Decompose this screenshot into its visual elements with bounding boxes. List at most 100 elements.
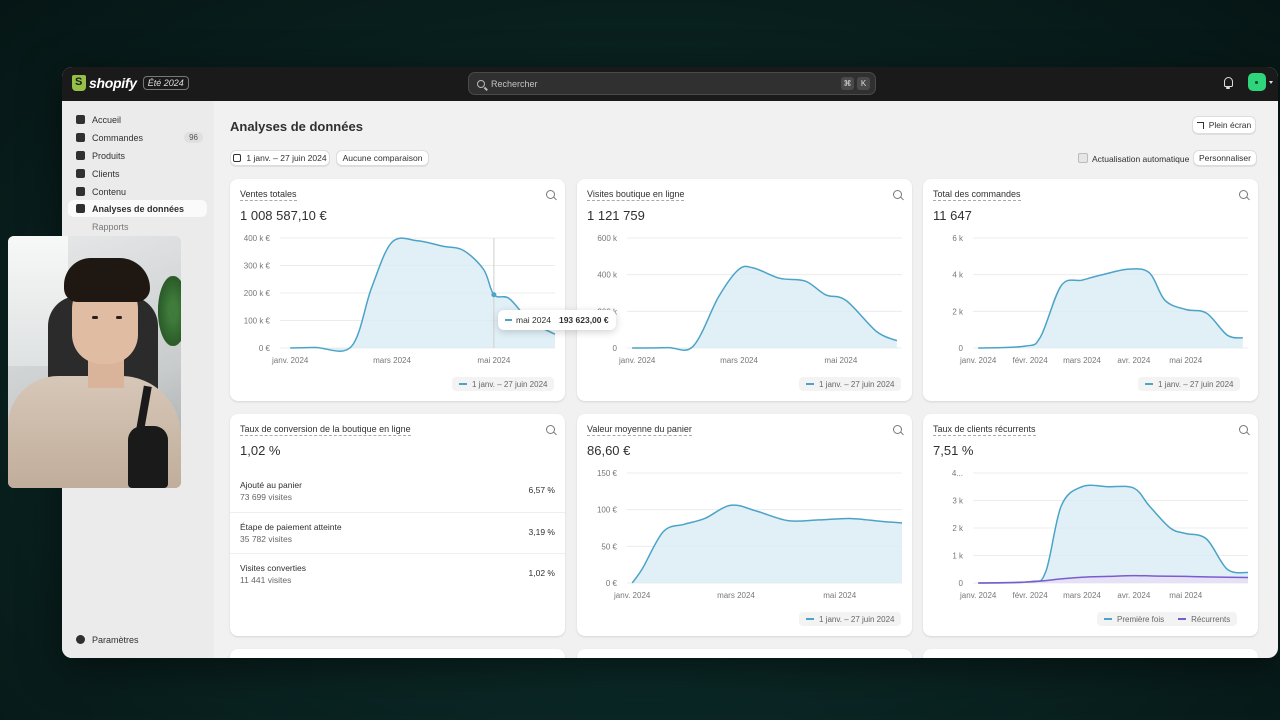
legend-item: Première fois	[1104, 615, 1164, 624]
x-tick-label: mai 2024	[1169, 591, 1202, 600]
x-tick-label: mars 2024	[373, 356, 411, 365]
y-tick-label: 2 k	[952, 307, 964, 316]
zoom-icon[interactable]	[546, 190, 555, 199]
auto-refresh-label: Actualisation automatique	[1092, 154, 1190, 164]
tooltip-label: mai 2024	[516, 315, 551, 325]
cam-microphone	[128, 426, 168, 488]
sidebar-item-contenu[interactable]: Contenu	[68, 183, 207, 200]
command-key: ⌘	[841, 77, 854, 90]
sidebar-item-clients[interactable]: Clients	[68, 165, 207, 182]
legend-label: Récurrents	[1191, 614, 1231, 624]
card-title[interactable]: Total des commandes	[933, 189, 1021, 201]
comparison-button[interactable]: Aucune comparaison	[336, 150, 429, 166]
funnel-pct: 6,57 %	[528, 485, 555, 495]
funnel-label: Étape de paiement atteinte	[240, 522, 342, 532]
card-title[interactable]: Visites boutique en ligne	[587, 189, 685, 201]
x-tick-label: mai 2024	[477, 356, 510, 365]
chart-tooltip: mai 2024 193 623,00 €	[498, 310, 616, 330]
auto-refresh-checkbox[interactable]	[1078, 153, 1088, 163]
zoom-icon[interactable]	[1239, 190, 1248, 199]
x-tick-label: mai 2024	[824, 356, 857, 365]
orders-card[interactable]: Total des commandes 11 647 0 2 k 4 k 6 k jan…	[923, 179, 1258, 401]
x-tick-label: avr. 2024	[1117, 356, 1150, 365]
funnel-label: Visites converties	[240, 563, 306, 573]
card-value: 86,60 €	[587, 443, 631, 458]
sidebar-item-label: Accueil	[92, 114, 122, 125]
visits-card[interactable]: Visites boutique en ligne 1 121 759 0200…	[577, 179, 912, 401]
sidebar-item-analyses[interactable]: Analyses de données	[68, 200, 207, 217]
x-tick-label: mars 2024	[720, 356, 758, 365]
card-title[interactable]: Taux de conversion de la boutique en lig…	[240, 424, 411, 436]
sidebar-item-label: Clients	[92, 168, 120, 179]
chart-legend: 1 janv. – 27 juin 2024	[1138, 377, 1241, 391]
chart-legend: 1 janv. – 27 juin 2024	[452, 377, 555, 391]
funnel-sub: 73 699 visites	[240, 492, 292, 502]
card-value: 7,51 %	[933, 443, 974, 458]
legend-item: Récurrents	[1178, 615, 1230, 624]
funnel-pct: 1,02 %	[528, 568, 555, 578]
conversion-card[interactable]: Taux de conversion de la boutique en lig…	[230, 414, 565, 636]
card-title[interactable]: Taux de clients récurrents	[933, 424, 1036, 436]
x-tick-label: avr. 2024	[1117, 591, 1150, 600]
orders-chart[interactable]: 0 2 k 4 k 6 k janv. 2024 févr. 2024 mars 2024 a…	[923, 179, 1258, 401]
x-tick-label: mai 2024	[1169, 356, 1202, 365]
funnel-list: Ajouté au panier 73 699 visites 6,57 % É…	[230, 471, 565, 601]
legend-label: 1 janv. – 27 juin 2024	[819, 379, 895, 389]
chart-legend: 1 janv. – 27 juin 2024	[799, 612, 902, 626]
sidebar-item-label: Analyses de données	[92, 203, 185, 214]
card-title[interactable]: Valeur moyenne du panier	[587, 424, 692, 436]
sidebar-item-accueil[interactable]: Accueil	[68, 111, 207, 128]
y-tick-label: 50 €	[601, 542, 617, 551]
zoom-icon[interactable]	[893, 190, 902, 199]
legend-swatch	[1145, 383, 1153, 385]
sidebar-subitem-rapports[interactable]: Rapports	[92, 222, 129, 232]
avatar[interactable]	[1248, 73, 1266, 91]
fullscreen-label: Plein écran	[1208, 120, 1252, 130]
sidebar-item-parametres[interactable]: Paramètres	[68, 631, 207, 648]
returning-card[interactable]: Taux de clients récurrents 7,51 % 0 1 k 2 …	[923, 414, 1258, 636]
y-tick-label: 0 €	[606, 579, 618, 588]
gear-icon	[76, 635, 85, 644]
x-tick-label: févr. 2024	[1013, 356, 1049, 365]
series-area	[978, 485, 1248, 583]
y-tick-label: 4...	[952, 469, 963, 478]
sales-card[interactable]: Ventes totales 1 008 587,10 € 0 € 100 k €…	[230, 179, 565, 401]
series-line	[978, 484, 1249, 584]
legend-swatch	[806, 383, 814, 385]
zoom-icon[interactable]	[1239, 425, 1248, 434]
bell-icon[interactable]	[1224, 77, 1233, 89]
zoom-icon[interactable]	[893, 425, 902, 434]
returning-chart[interactable]: 0 1 k 2 k 3 k 4... janv. 2024 févr. 2024 mars 2…	[923, 414, 1258, 636]
funnel-pct: 3,19 %	[528, 527, 555, 537]
y-tick-label: 1 k	[952, 552, 964, 561]
y-tick-label: 0	[959, 579, 964, 588]
card-value: 1,02 %	[240, 443, 281, 458]
logo-text: shopify	[89, 75, 137, 91]
series-area	[632, 505, 902, 583]
card-title[interactable]: Ventes totales	[240, 189, 297, 201]
expand-icon	[1196, 121, 1204, 129]
fullscreen-button[interactable]: Plein écran	[1192, 116, 1256, 134]
zoom-icon[interactable]	[546, 425, 555, 434]
card-value: 1 121 759	[587, 208, 645, 223]
sidebar-item-produits[interactable]: Produits	[68, 147, 207, 164]
x-tick-label: janv. 2024	[271, 356, 309, 365]
chevron-down-icon[interactable]	[1269, 81, 1273, 84]
cam-plant	[158, 276, 181, 346]
date-range-button[interactable]: 1 janv. – 27 juin 2024	[230, 150, 330, 166]
sales-chart[interactable]: 0 € 100 k € 200 k € 300 k € 400 k € janv. 202…	[230, 179, 565, 401]
chart-icon	[76, 204, 85, 213]
customize-button[interactable]: Personnaliser	[1193, 150, 1257, 166]
shopify-bag-icon	[72, 75, 86, 91]
basket-card[interactable]: Valeur moyenne du panier 86,60 € 0 € 50 €…	[577, 414, 912, 636]
hover-point	[491, 292, 497, 298]
sidebar-item-commandes[interactable]: Commandes 96	[68, 129, 207, 146]
y-tick-label: 400 k	[597, 271, 618, 280]
y-tick-label: 300 k €	[244, 262, 271, 271]
series-line	[290, 237, 556, 352]
basket-chart[interactable]: 0 € 50 € 100 € 150 € janv. 2024 mars 2024 mai …	[577, 414, 912, 636]
shopify-logo[interactable]: shopify Été 2024	[72, 75, 189, 91]
search-input[interactable]: Rechercher ⌘ K	[468, 72, 876, 95]
app-window: shopify Été 2024 Rechercher ⌘ K Accueil …	[62, 67, 1278, 658]
